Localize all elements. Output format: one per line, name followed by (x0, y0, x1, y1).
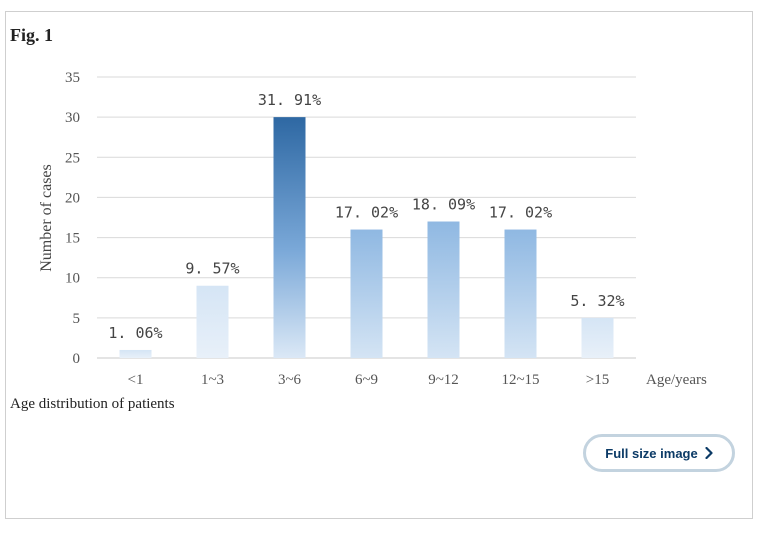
x-axis-title: Age/years (646, 372, 707, 388)
bar-9~12 (427, 221, 460, 358)
y-tick-label: 25 (65, 150, 80, 166)
x-tick-label: 6~9 (355, 372, 378, 388)
bar-1~3 (196, 285, 229, 358)
data-label: 1. 06% (108, 324, 162, 342)
y-axis-title: Number of cases (38, 164, 55, 272)
y-tick-label: 15 (65, 231, 80, 247)
y-tick-label: 20 (65, 190, 80, 206)
data-label: 17. 02% (489, 204, 552, 222)
x-tick-label: 9~12 (428, 372, 459, 388)
figure-label: Fig. 1 (10, 25, 53, 45)
bar-6~9 (350, 229, 383, 358)
y-tick-label: 0 (73, 351, 81, 367)
x-tick-label: <1 (128, 372, 144, 388)
x-tick-label: 1~3 (201, 372, 224, 388)
y-tick-label: 5 (73, 311, 81, 327)
data-label: 9. 57% (185, 260, 239, 278)
bar-3~6 (273, 117, 306, 359)
bar->15 (581, 317, 614, 358)
figure-caption: Age distribution of patients (10, 396, 175, 412)
x-tick-label: 3~6 (278, 372, 302, 388)
full-size-image-label: Full size image (605, 445, 698, 461)
x-tick-label: 12~15 (501, 372, 539, 388)
data-labels: 1. 06% 9. 57% 31. 91% 17. 02% 18. 09% 17. 02%… (108, 91, 624, 342)
data-label: 18. 09% (412, 196, 475, 214)
y-tick-label: 30 (65, 110, 80, 126)
bar-<1 (119, 349, 152, 358)
chevron-right-icon (705, 447, 713, 459)
x-axis-ticks: <1 1~3 3~6 6~9 9~12 12~15 >15 (128, 372, 610, 388)
bar-12~15 (504, 229, 537, 358)
bar-chart: 0 5 10 15 20 25 30 35 Number of cases 1. 06% 9. … (38, 70, 707, 388)
full-size-image-button[interactable]: Full size image (583, 434, 735, 472)
y-tick-label: 10 (65, 271, 80, 287)
data-label: 17. 02% (335, 204, 398, 222)
data-label: 5. 32% (570, 292, 624, 310)
x-tick-label: >15 (586, 372, 609, 388)
y-tick-label: 35 (65, 70, 80, 86)
data-label: 31. 91% (258, 91, 321, 109)
y-axis-ticks: 0 5 10 15 20 25 30 35 (65, 70, 80, 367)
bars (119, 117, 614, 359)
